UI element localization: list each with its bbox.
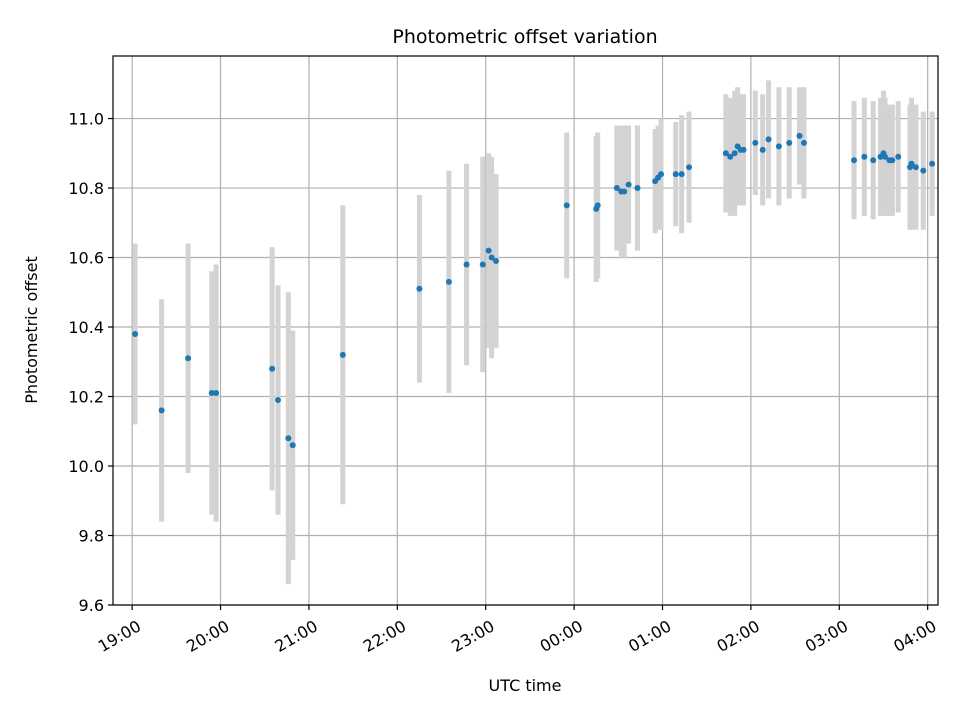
data-point	[727, 153, 734, 160]
y-tick-label: 9.8	[79, 527, 104, 546]
data-point	[158, 407, 165, 414]
data-point	[463, 261, 470, 268]
data-point	[722, 150, 729, 157]
y-tick-label: 10.8	[68, 179, 104, 198]
data-point	[488, 254, 495, 261]
y-axis: 9.6 9.8 10.0 10.2 10.4 10.6 10.8 11.0	[68, 110, 113, 615]
x-axis-title: UTC time	[489, 676, 562, 695]
y-tick-label: 9.6	[79, 596, 104, 615]
data-point	[658, 171, 665, 178]
data-point	[493, 258, 500, 265]
data-point	[731, 150, 738, 157]
y-tick-label: 10.0	[68, 457, 104, 476]
y-tick-label: 10.2	[68, 388, 104, 407]
chart-title: Photometric offset variation	[392, 26, 657, 48]
data-point	[213, 390, 220, 397]
data-point	[594, 202, 601, 209]
data-point	[485, 247, 492, 254]
data-point	[445, 278, 452, 285]
y-tick-label: 10.6	[68, 249, 104, 268]
data-point	[796, 132, 803, 139]
y-tick-label: 11.0	[68, 110, 104, 129]
plot-area-frame	[112, 55, 939, 606]
data-point	[920, 167, 927, 174]
data-point	[479, 261, 486, 268]
data-point	[908, 160, 915, 167]
data-point	[185, 355, 192, 362]
y-tick-label: 10.4	[68, 318, 104, 337]
data-point	[678, 171, 685, 178]
data-point	[889, 157, 896, 164]
data-points	[132, 132, 936, 449]
data-point	[759, 146, 766, 153]
data-point	[275, 396, 281, 403]
data-point	[613, 185, 620, 192]
data-point	[269, 365, 276, 372]
data-point	[563, 202, 570, 209]
data-point	[861, 153, 868, 160]
data-point	[740, 146, 747, 153]
data-point	[765, 136, 772, 143]
data-point	[786, 139, 793, 146]
data-point	[929, 160, 936, 167]
data-point	[851, 157, 858, 164]
data-point	[881, 153, 888, 160]
data-point	[912, 164, 919, 171]
data-point	[870, 157, 877, 164]
data-point	[339, 351, 346, 358]
y-axis-title: Photometric offset	[22, 256, 41, 404]
data-point	[686, 164, 693, 171]
data-point	[289, 442, 296, 449]
data-point	[625, 181, 632, 188]
data-point	[800, 139, 807, 146]
data-point	[775, 143, 782, 150]
data-point	[672, 171, 679, 178]
data-point	[416, 285, 423, 292]
data-point	[752, 139, 759, 146]
data-point	[621, 188, 628, 195]
data-point	[895, 153, 902, 160]
data-point	[208, 390, 215, 397]
data-point	[132, 330, 139, 337]
data-point	[285, 435, 292, 442]
data-point	[634, 185, 641, 192]
